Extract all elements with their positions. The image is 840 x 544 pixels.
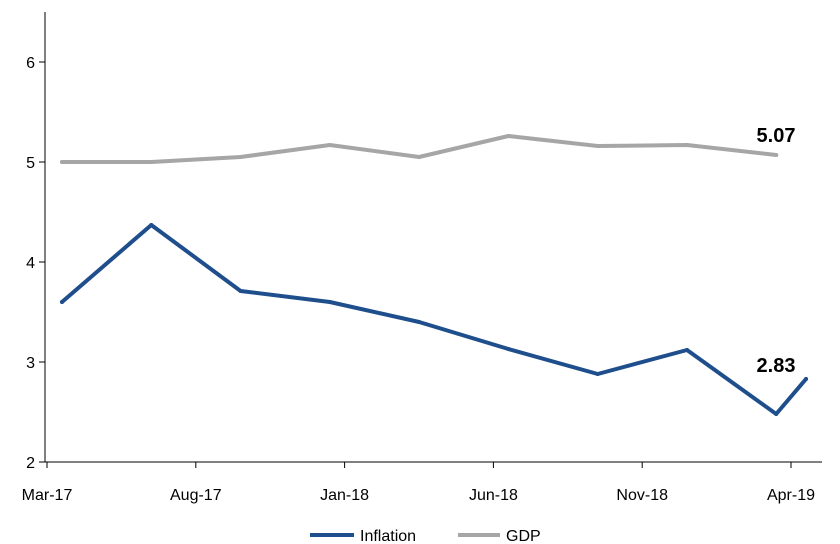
data-point-gdp	[149, 160, 154, 164]
legend-label-gdp: GDP	[506, 528, 541, 544]
y-tick-label: 6	[26, 55, 35, 72]
x-tick-label: Apr-19	[767, 487, 815, 504]
y-tick-label: 5	[26, 155, 35, 172]
data-point-gdp	[506, 134, 511, 138]
data-point-inflation	[804, 377, 808, 381]
y-tick-label: 2	[26, 455, 35, 472]
data-point-inflation	[685, 348, 689, 352]
x-tick-label: Aug-17	[170, 487, 222, 504]
series-lines	[60, 134, 808, 416]
legend-label-inflation: Inflation	[360, 528, 416, 544]
y-tick-label: 3	[26, 355, 35, 372]
x-tick-label: Mar-17	[22, 487, 73, 504]
data-point-inflation	[60, 300, 64, 304]
gdp-end-label: 5.07	[757, 125, 796, 147]
data-point-inflation	[595, 372, 600, 376]
data-point-gdp	[327, 143, 332, 147]
inflation-end-label: 2.83	[757, 355, 796, 377]
data-point-gdp	[238, 155, 243, 159]
x-tick-label: Jan-18	[320, 487, 369, 504]
series-line-inflation	[60, 223, 808, 416]
data-labels: 2.83 5.07	[757, 125, 796, 377]
y-tick-label: 4	[26, 255, 35, 272]
data-point-inflation	[417, 320, 422, 324]
legend: Inflation GDP	[310, 528, 541, 544]
axes: 2 3 4 5 6 Mar-17 Aug-17 Jan-18 Jun-18 Nov-18 Apr-1…	[22, 12, 822, 504]
data-point-gdp	[417, 155, 422, 159]
data-point-inflation	[506, 347, 511, 351]
data-point-gdp	[60, 160, 64, 164]
data-point-gdp	[685, 143, 689, 147]
x-tick-label: Nov-18	[616, 487, 668, 504]
data-point-inflation	[774, 412, 779, 416]
x-tick-label: Jun-18	[469, 487, 518, 504]
data-point-inflation	[149, 223, 154, 227]
data-point-inflation	[327, 300, 332, 304]
data-point-gdp	[774, 153, 779, 157]
data-point-gdp	[595, 144, 600, 148]
data-point-inflation	[238, 289, 243, 293]
